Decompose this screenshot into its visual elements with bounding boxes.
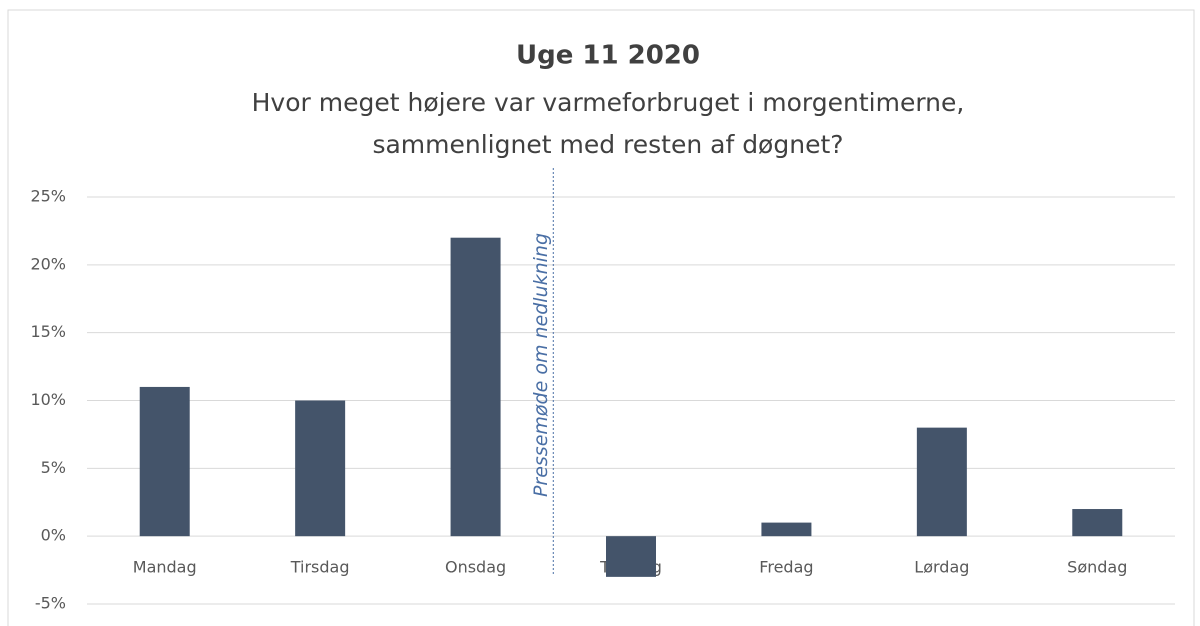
y-tick-label: 15% bbox=[30, 322, 66, 341]
chart-subtitle: Hvor meget højere var varmeforbruget i m… bbox=[252, 88, 965, 117]
chart-frame bbox=[7, 9, 1195, 626]
x-tick-label: Mandag bbox=[133, 558, 197, 577]
bar bbox=[450, 237, 501, 537]
bar bbox=[139, 386, 190, 537]
x-tick-label: Lørdag bbox=[914, 558, 969, 577]
y-tick-label: 0% bbox=[41, 526, 66, 545]
y-tick-label: 25% bbox=[30, 187, 66, 206]
x-tick-label: Onsdag bbox=[445, 558, 506, 577]
annotation: Pressemøde om nedlukning bbox=[530, 233, 552, 497]
x-tick-label: Fredag bbox=[759, 558, 813, 577]
bar bbox=[606, 536, 656, 577]
bar bbox=[1072, 509, 1123, 537]
bar bbox=[916, 427, 967, 537]
x-tick-label: Tirsdag bbox=[290, 558, 350, 577]
y-tick-label: 10% bbox=[30, 390, 66, 409]
bar bbox=[295, 400, 346, 537]
chart-title: Uge 11 2020 bbox=[516, 41, 700, 71]
y-tick-label: -5% bbox=[35, 594, 66, 613]
y-tick-label: 20% bbox=[30, 254, 66, 273]
bar bbox=[761, 522, 812, 537]
chart-subtitle: sammenlignet med resten af døgnet? bbox=[372, 130, 843, 159]
x-tick-label: Søndag bbox=[1067, 558, 1127, 577]
y-tick-label: 5% bbox=[41, 458, 66, 477]
